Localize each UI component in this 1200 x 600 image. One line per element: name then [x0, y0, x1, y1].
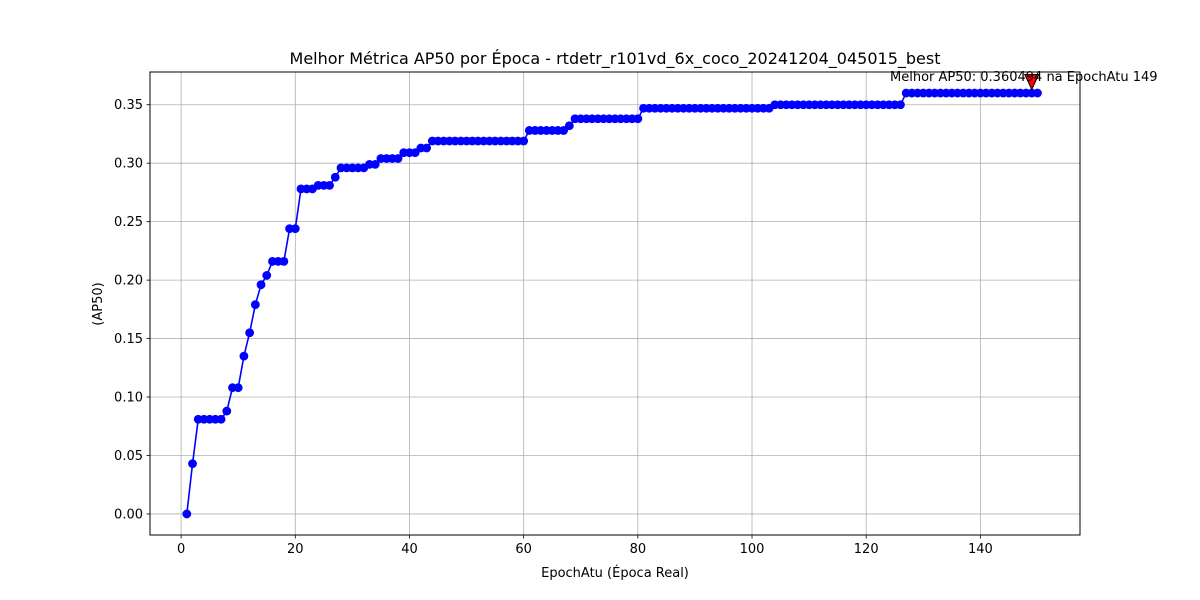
- y-tick-label: 0.20: [114, 274, 143, 289]
- x-tick-label: 60: [515, 542, 532, 557]
- data-point: [325, 181, 334, 190]
- chart-title: Melhor Métrica AP50 por Época - rtdetr_r…: [290, 49, 941, 69]
- best-annotation-text: Melhor AP50: 0.360494 na EpochAtu 149: [890, 70, 1158, 85]
- data-point: [256, 280, 266, 290]
- data-point: [393, 154, 403, 163]
- y-tick-label: 0.05: [114, 449, 143, 464]
- data-point: [519, 136, 529, 146]
- data-point: [1033, 88, 1042, 98]
- y-axis-label: (AP50): [91, 282, 106, 325]
- x-tick-label: 40: [401, 542, 418, 557]
- data-point: [250, 300, 260, 310]
- x-tick-label: 0: [177, 542, 185, 557]
- data-point: [182, 509, 192, 519]
- data-point: [896, 100, 905, 110]
- x-tick-label: 120: [854, 542, 879, 557]
- y-tick-label: 0.30: [114, 157, 143, 172]
- data-point: [222, 406, 232, 416]
- y-tick-label: 0.15: [114, 332, 143, 347]
- data-point: [233, 383, 243, 393]
- data-point: [216, 414, 226, 424]
- plot-frame: [149, 71, 1081, 536]
- data-point: [370, 159, 380, 169]
- y-tick-label: 0.25: [114, 215, 143, 230]
- data-point: [245, 328, 255, 338]
- y-tick-label: 0.00: [114, 507, 143, 522]
- x-axis-label: EpochAtu (Época Real): [541, 565, 689, 581]
- x-tick-label: 80: [630, 542, 647, 557]
- best-point-marker: [1023, 73, 1040, 91]
- series-ap50: [182, 88, 1042, 519]
- y-tick-label: 0.35: [114, 98, 143, 113]
- x-tick-label: 140: [968, 542, 993, 557]
- data-point: [188, 459, 197, 469]
- data-point: [290, 224, 300, 234]
- data-point: [564, 121, 574, 131]
- x-tick-label: 20: [287, 542, 304, 557]
- axis-ticks: 0 20 40 60 80 100 120 140 0.00 0.05 0.10 0.15 0.20 0.…: [114, 98, 993, 557]
- data-point: [239, 351, 249, 361]
- data-point: [262, 271, 272, 280]
- y-tick-label: 0.10: [114, 391, 143, 406]
- data-point: [633, 114, 643, 124]
- x-tick-label: 100: [740, 542, 765, 557]
- data-point: [330, 172, 340, 182]
- best-marker-group: [1023, 73, 1040, 91]
- data-point: [279, 257, 289, 266]
- data-point: [422, 143, 431, 153]
